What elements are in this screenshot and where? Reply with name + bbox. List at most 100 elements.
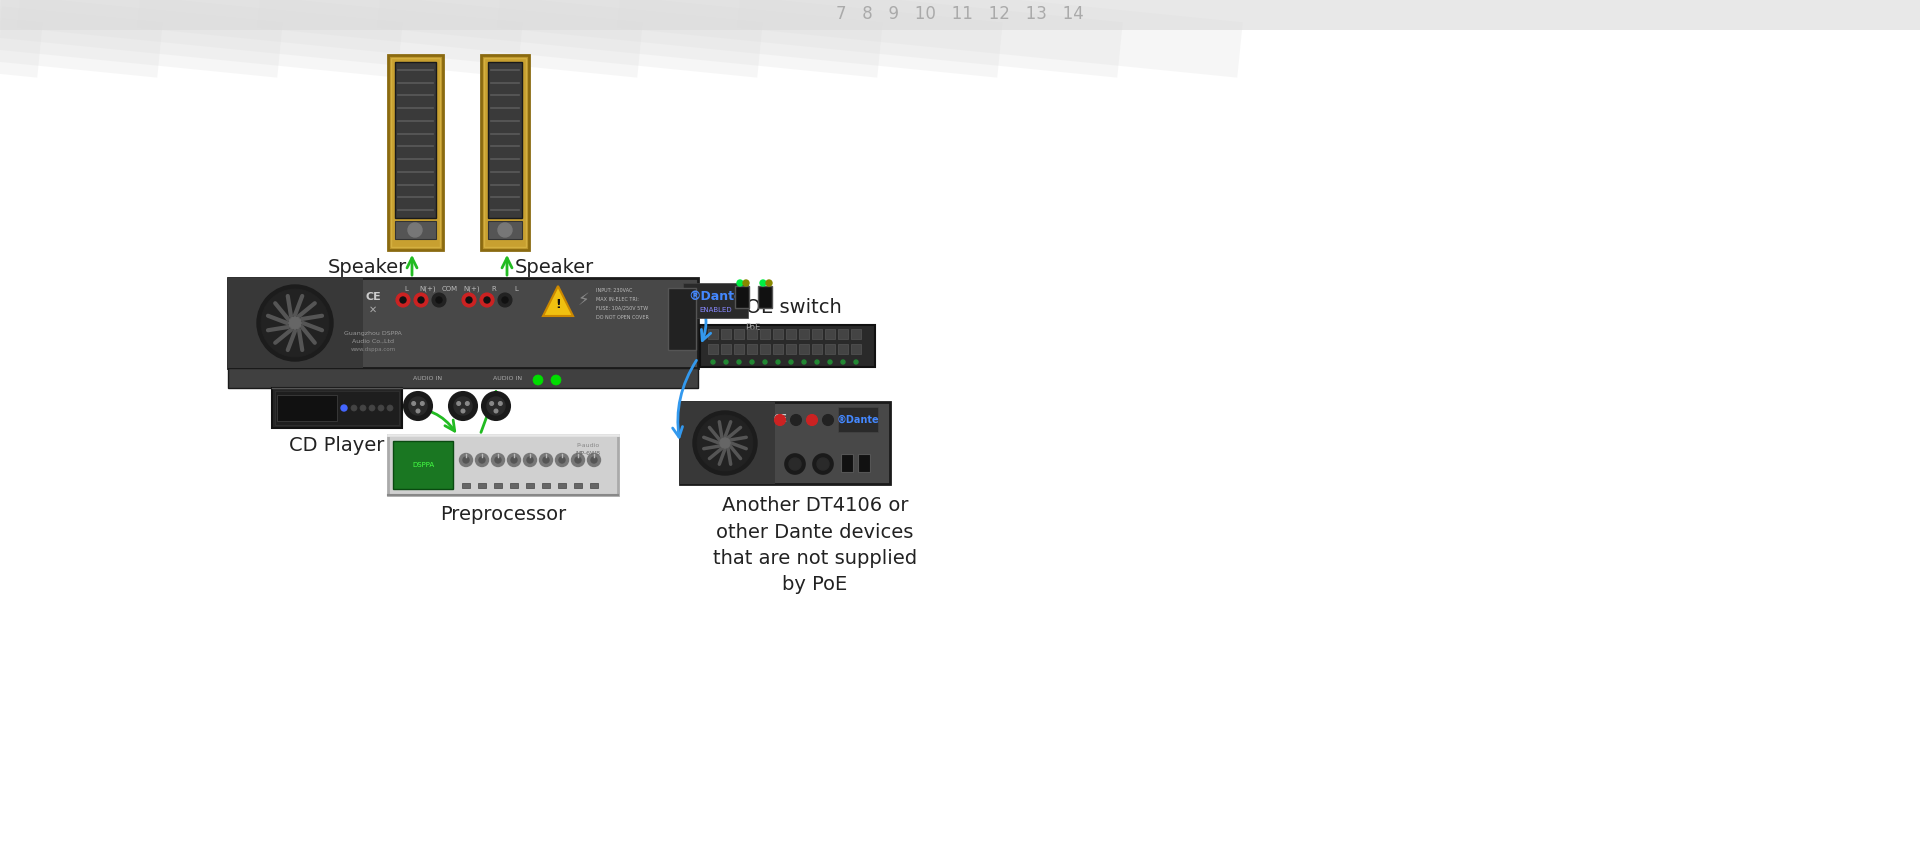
Circle shape (526, 457, 534, 463)
FancyBboxPatch shape (388, 435, 618, 495)
Circle shape (543, 457, 549, 463)
FancyBboxPatch shape (708, 329, 718, 339)
FancyBboxPatch shape (722, 329, 732, 339)
Circle shape (559, 457, 564, 463)
FancyBboxPatch shape (680, 402, 776, 484)
FancyBboxPatch shape (493, 483, 501, 488)
FancyBboxPatch shape (812, 344, 822, 354)
FancyBboxPatch shape (589, 483, 597, 488)
Circle shape (413, 402, 415, 405)
Text: AUDIO IN: AUDIO IN (493, 376, 522, 380)
FancyBboxPatch shape (799, 329, 808, 339)
FancyBboxPatch shape (526, 483, 534, 488)
Circle shape (737, 360, 741, 364)
FancyBboxPatch shape (760, 344, 770, 354)
Circle shape (789, 458, 801, 470)
Text: DSPPA: DSPPA (413, 462, 434, 468)
Circle shape (409, 397, 426, 415)
FancyBboxPatch shape (837, 344, 849, 354)
FancyBboxPatch shape (785, 329, 797, 339)
FancyBboxPatch shape (228, 278, 699, 368)
FancyBboxPatch shape (478, 483, 486, 488)
FancyBboxPatch shape (511, 483, 518, 488)
FancyBboxPatch shape (733, 329, 745, 339)
FancyBboxPatch shape (701, 325, 876, 367)
Circle shape (841, 360, 845, 364)
Circle shape (591, 457, 597, 463)
Circle shape (572, 454, 584, 467)
Text: CD Player: CD Player (290, 436, 384, 455)
FancyBboxPatch shape (733, 344, 745, 354)
Circle shape (388, 405, 394, 411)
Text: L: L (515, 286, 518, 292)
Circle shape (361, 405, 367, 411)
Circle shape (588, 454, 601, 467)
FancyBboxPatch shape (851, 344, 860, 354)
FancyBboxPatch shape (812, 329, 822, 339)
Circle shape (839, 415, 849, 425)
Circle shape (743, 280, 749, 286)
Circle shape (465, 402, 468, 405)
Circle shape (789, 360, 793, 364)
FancyBboxPatch shape (760, 329, 770, 339)
Text: FUSE: 10A/250V 5TW: FUSE: 10A/250V 5TW (595, 306, 649, 311)
FancyBboxPatch shape (275, 391, 399, 425)
Circle shape (488, 397, 505, 415)
FancyBboxPatch shape (841, 454, 852, 472)
Circle shape (760, 280, 766, 286)
Circle shape (766, 280, 772, 286)
FancyBboxPatch shape (785, 344, 797, 354)
Circle shape (854, 415, 866, 425)
Polygon shape (543, 286, 572, 316)
Text: N(+): N(+) (420, 286, 436, 293)
Circle shape (814, 360, 820, 364)
FancyBboxPatch shape (735, 286, 749, 308)
Text: Guangzhou DSPPA: Guangzhou DSPPA (344, 331, 401, 335)
Circle shape (417, 410, 420, 413)
FancyBboxPatch shape (388, 55, 442, 250)
Circle shape (501, 297, 509, 303)
Circle shape (803, 360, 806, 364)
FancyBboxPatch shape (394, 441, 453, 489)
Circle shape (461, 410, 465, 413)
FancyBboxPatch shape (708, 344, 718, 354)
Circle shape (378, 405, 384, 411)
Circle shape (484, 297, 490, 303)
FancyBboxPatch shape (826, 329, 835, 339)
Circle shape (432, 293, 445, 307)
Text: ®Dante: ®Dante (689, 289, 743, 302)
Circle shape (463, 457, 468, 463)
Text: N(+): N(+) (465, 286, 480, 293)
Circle shape (524, 454, 536, 467)
FancyBboxPatch shape (668, 288, 695, 350)
FancyBboxPatch shape (276, 395, 338, 421)
Circle shape (369, 405, 374, 411)
Circle shape (342, 405, 348, 411)
Text: Speaker: Speaker (515, 258, 595, 277)
FancyBboxPatch shape (394, 62, 436, 218)
Circle shape (257, 285, 332, 361)
Text: ®Dante: ®Dante (837, 415, 879, 425)
Circle shape (720, 438, 730, 448)
Circle shape (511, 457, 516, 463)
Text: ⚡: ⚡ (578, 291, 589, 309)
FancyBboxPatch shape (851, 329, 860, 339)
FancyBboxPatch shape (541, 483, 549, 488)
Circle shape (806, 415, 818, 425)
Circle shape (403, 392, 432, 420)
FancyBboxPatch shape (722, 344, 732, 354)
Circle shape (478, 457, 486, 463)
Circle shape (697, 415, 753, 471)
Circle shape (493, 410, 497, 413)
Circle shape (453, 397, 472, 415)
Circle shape (351, 405, 357, 411)
Circle shape (854, 360, 858, 364)
FancyBboxPatch shape (488, 62, 522, 218)
Circle shape (492, 454, 505, 467)
FancyBboxPatch shape (826, 344, 835, 354)
Circle shape (482, 392, 511, 420)
FancyBboxPatch shape (837, 407, 877, 432)
Circle shape (710, 360, 714, 364)
Circle shape (419, 297, 424, 303)
Text: DO NOT OPEN COVER: DO NOT OPEN COVER (595, 315, 649, 320)
